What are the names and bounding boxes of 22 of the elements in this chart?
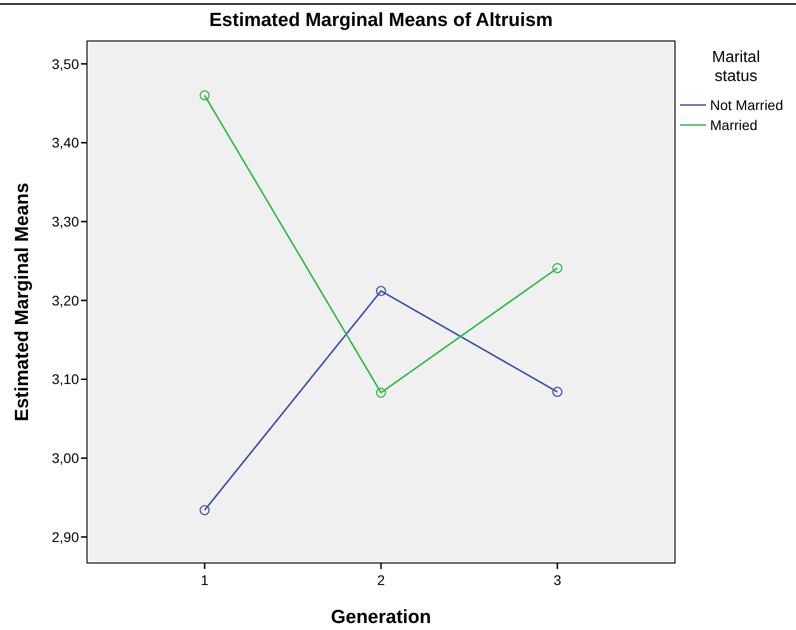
y-tick-label: 3,20 <box>52 292 80 308</box>
y-tick-label: 3,30 <box>52 213 80 230</box>
y-tick-label: 2,90 <box>52 528 80 545</box>
y-axis-title: Estimated Marginal Means <box>12 182 33 422</box>
chart-title: Estimated Marginal Means of Altruism <box>209 10 553 31</box>
y-tick-label: 3,40 <box>52 134 80 151</box>
y-tick-label: 3,00 <box>52 450 80 466</box>
point <box>200 90 210 101</box>
point <box>552 386 562 397</box>
x-tick-label: 1 <box>200 572 209 588</box>
y-tick-label: 3,10 <box>52 371 80 388</box>
x-tick-label: 3 <box>553 572 562 588</box>
point <box>376 388 386 398</box>
legend-title: Marital status <box>712 49 760 85</box>
x-axis-title: Generation <box>330 607 432 628</box>
y-tick-label: 3,50 <box>52 56 80 72</box>
x-tick-label: 2 <box>377 572 386 588</box>
point <box>376 286 386 296</box>
legend-label: Married <box>710 116 758 133</box>
point <box>552 262 562 274</box>
legend-label: Not Married <box>710 96 784 113</box>
point <box>200 505 210 516</box>
